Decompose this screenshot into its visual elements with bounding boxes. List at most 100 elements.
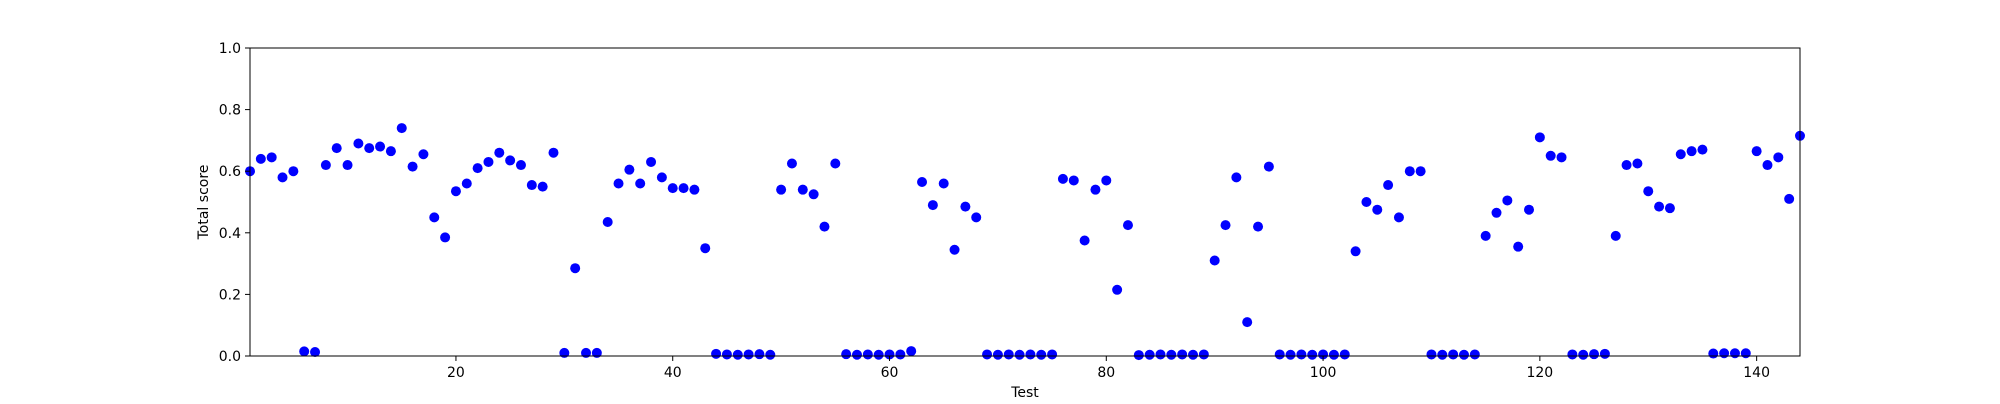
data-point	[483, 156, 494, 167]
y-tick-label: 0.0	[219, 349, 241, 365]
y-tick-label: 0.6	[219, 164, 241, 180]
data-point	[656, 172, 667, 183]
data-point	[721, 349, 732, 360]
data-point	[1762, 160, 1773, 171]
data-point	[418, 149, 429, 160]
data-point	[1112, 284, 1123, 295]
data-point	[1198, 349, 1209, 360]
data-point	[884, 349, 895, 360]
data-point	[1675, 149, 1686, 160]
data-point	[450, 186, 461, 197]
data-point	[1599, 348, 1610, 359]
x-axis-label: Test	[1010, 385, 1039, 400]
data-point	[1318, 349, 1329, 360]
data-point	[537, 181, 548, 192]
data-point	[385, 146, 396, 157]
data-point	[613, 178, 624, 189]
data-point	[873, 349, 884, 360]
data-point	[548, 147, 559, 158]
data-point	[1784, 193, 1795, 204]
data-point	[646, 156, 657, 167]
data-point	[906, 346, 917, 357]
data-point	[808, 189, 819, 200]
data-point	[1502, 195, 1513, 206]
data-point	[1545, 150, 1556, 161]
data-point	[1415, 166, 1426, 177]
data-point	[917, 176, 928, 187]
data-point	[635, 178, 646, 189]
data-point	[667, 183, 678, 194]
data-point	[1155, 349, 1166, 360]
data-point	[526, 180, 537, 191]
y-axis-ticks: 0.0 0.2 0.4 0.6 0.8 1.0	[219, 41, 250, 365]
data-point	[591, 347, 602, 358]
data-point	[1393, 212, 1404, 223]
data-point	[1166, 349, 1177, 360]
data-point	[1263, 161, 1274, 172]
data-point	[1708, 348, 1719, 359]
data-point	[689, 184, 700, 195]
x-axis-ticks: 20 40 60 80 100 120 140	[447, 356, 1770, 381]
data-point	[310, 346, 321, 357]
data-point	[1101, 175, 1112, 186]
data-point	[1567, 349, 1578, 360]
data-point	[429, 212, 440, 223]
data-point	[331, 143, 342, 154]
data-point	[505, 155, 516, 166]
data-point	[1404, 166, 1415, 177]
data-point	[353, 138, 364, 149]
data-point	[1383, 180, 1394, 191]
x-tick-label: 120	[1526, 365, 1553, 381]
data-point	[1426, 349, 1437, 360]
data-point	[1491, 207, 1502, 218]
data-point	[1458, 349, 1469, 360]
data-point	[375, 141, 386, 152]
data-point	[1220, 220, 1231, 231]
data-point	[1014, 349, 1025, 360]
data-point	[1556, 152, 1567, 163]
data-point	[1296, 349, 1307, 360]
data-point	[1621, 160, 1632, 171]
data-point	[700, 243, 711, 254]
x-tick-label: 40	[664, 365, 682, 381]
data-point	[938, 178, 949, 189]
data-point	[1133, 350, 1144, 361]
data-point	[1003, 349, 1014, 360]
data-point	[1047, 349, 1058, 360]
y-tick-label: 0.2	[219, 287, 241, 303]
data-point	[1339, 349, 1350, 360]
data-point	[776, 184, 787, 195]
data-point	[1122, 220, 1133, 231]
data-point	[1480, 230, 1491, 241]
x-tick-label: 80	[1097, 365, 1115, 381]
data-point	[1188, 349, 1199, 360]
data-point	[895, 349, 906, 360]
y-tick-label: 0.4	[219, 226, 241, 242]
data-point	[992, 349, 1003, 360]
data-point	[494, 147, 505, 158]
data-point	[797, 184, 808, 195]
data-point	[472, 163, 483, 174]
data-point	[1534, 132, 1545, 143]
data-point	[1025, 349, 1036, 360]
data-point	[1437, 349, 1448, 360]
data-point	[1654, 201, 1665, 212]
data-point	[1090, 184, 1101, 195]
data-point	[1632, 158, 1643, 169]
data-point	[1144, 349, 1155, 360]
data-point	[1057, 173, 1068, 184]
x-tick-label: 60	[881, 365, 899, 381]
plot-area-frame	[249, 47, 1801, 357]
data-point	[711, 348, 722, 359]
data-point	[255, 153, 266, 164]
data-point	[678, 183, 689, 194]
data-point	[743, 349, 754, 360]
data-point	[1274, 349, 1285, 360]
x-tick-label: 100	[1310, 365, 1337, 381]
y-tick-label: 1.0	[219, 41, 241, 57]
data-point	[1513, 241, 1524, 252]
data-point	[1697, 144, 1708, 155]
data-point	[1740, 348, 1751, 359]
data-point	[342, 160, 353, 171]
data-point	[982, 349, 993, 360]
